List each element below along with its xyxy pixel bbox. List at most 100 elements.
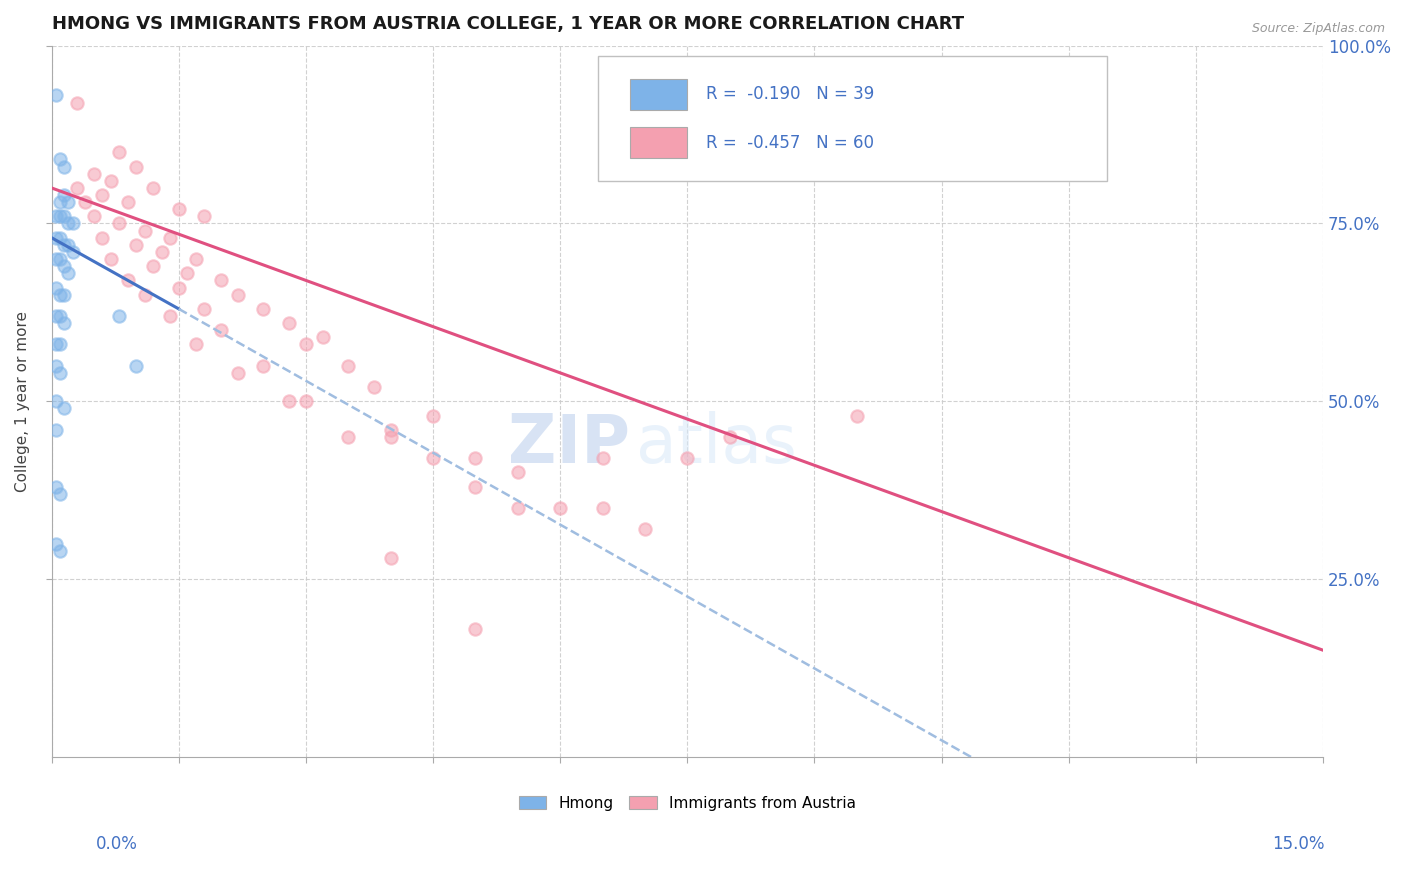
Text: R =  -0.457   N = 60: R = -0.457 N = 60 <box>706 134 875 152</box>
Point <box>83 167 105 181</box>
Point <box>49 366 72 380</box>
Point <box>66 95 89 110</box>
Point <box>45 394 67 409</box>
Point <box>193 301 215 316</box>
Point <box>380 550 402 565</box>
Point <box>277 394 299 409</box>
Point <box>75 195 97 210</box>
Point <box>53 237 76 252</box>
Point <box>125 160 148 174</box>
Point <box>49 230 72 244</box>
Point <box>184 337 207 351</box>
Point <box>150 244 173 259</box>
Point <box>45 480 67 494</box>
Point <box>422 451 444 466</box>
Point <box>167 202 190 217</box>
Point <box>295 337 318 351</box>
Point <box>108 309 131 323</box>
Point <box>53 287 76 301</box>
Point <box>676 451 699 466</box>
Point <box>45 423 67 437</box>
Point <box>464 451 486 466</box>
Point <box>506 466 529 480</box>
Point <box>337 430 360 444</box>
Point <box>45 230 67 244</box>
Point <box>100 174 122 188</box>
Point <box>49 210 72 224</box>
Point <box>58 195 80 210</box>
Point <box>108 145 131 160</box>
Point <box>45 359 67 373</box>
Point <box>134 287 156 301</box>
Point <box>176 266 198 280</box>
Text: ZIP: ZIP <box>508 411 630 477</box>
Point <box>53 160 76 174</box>
Point <box>277 316 299 330</box>
Point <box>100 252 122 266</box>
Point <box>184 252 207 266</box>
Text: 15.0%: 15.0% <box>1272 835 1324 853</box>
Point <box>66 181 89 195</box>
Point <box>634 522 657 536</box>
Point <box>45 210 67 224</box>
Point <box>226 287 249 301</box>
Point <box>49 195 72 210</box>
Point <box>91 188 114 202</box>
Point <box>117 273 139 287</box>
Point <box>592 451 614 466</box>
Point <box>49 487 72 501</box>
Point <box>380 430 402 444</box>
Point <box>53 259 76 273</box>
Point <box>134 224 156 238</box>
Point <box>464 480 486 494</box>
Point <box>167 280 190 294</box>
Point <box>108 217 131 231</box>
Text: atlas: atlas <box>637 411 797 477</box>
Text: HMONG VS IMMIGRANTS FROM AUSTRIA COLLEGE, 1 YEAR OR MORE CORRELATION CHART: HMONG VS IMMIGRANTS FROM AUSTRIA COLLEGE… <box>52 15 963 33</box>
Point <box>117 195 139 210</box>
Point <box>62 217 84 231</box>
Point <box>53 210 76 224</box>
Point <box>49 337 72 351</box>
Text: 0.0%: 0.0% <box>96 835 138 853</box>
Point <box>58 266 80 280</box>
Point <box>83 210 105 224</box>
Point <box>159 230 181 244</box>
Point <box>45 337 67 351</box>
Point <box>45 309 67 323</box>
Point <box>45 536 67 550</box>
Y-axis label: College, 1 year or more: College, 1 year or more <box>15 310 30 491</box>
FancyBboxPatch shape <box>599 56 1107 181</box>
Point <box>49 252 72 266</box>
Point <box>45 88 67 103</box>
Point <box>226 366 249 380</box>
Point <box>159 309 181 323</box>
FancyBboxPatch shape <box>630 128 688 159</box>
Text: Source: ZipAtlas.com: Source: ZipAtlas.com <box>1251 22 1385 36</box>
Point <box>125 359 148 373</box>
Point <box>209 323 232 337</box>
Legend: Hmong, Immigrants from Austria: Hmong, Immigrants from Austria <box>513 789 862 817</box>
Point <box>49 287 72 301</box>
Point <box>49 153 72 167</box>
Point <box>295 394 318 409</box>
Point <box>62 244 84 259</box>
Point <box>58 237 80 252</box>
Point <box>337 359 360 373</box>
Point <box>845 409 868 423</box>
Point <box>91 230 114 244</box>
Point <box>45 252 67 266</box>
Point <box>142 181 165 195</box>
Point <box>49 309 72 323</box>
Point <box>312 330 335 344</box>
Point <box>464 622 486 636</box>
Point <box>718 430 741 444</box>
Point <box>506 501 529 516</box>
Point <box>53 401 76 416</box>
Point <box>58 217 80 231</box>
Point <box>125 237 148 252</box>
Point <box>53 316 76 330</box>
Text: R =  -0.190   N = 39: R = -0.190 N = 39 <box>706 86 875 103</box>
Point <box>193 210 215 224</box>
Point <box>252 359 274 373</box>
